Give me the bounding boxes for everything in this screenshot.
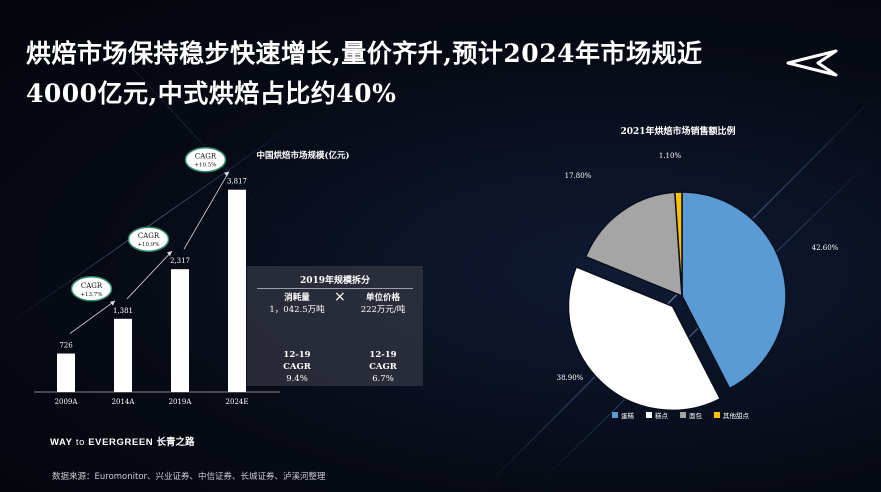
bar-value-label: 2,317 bbox=[170, 257, 190, 265]
breakdown-divider bbox=[257, 288, 413, 289]
pie-value-label: 42.60% bbox=[812, 244, 839, 252]
cagr-bubble-value: +10.5% bbox=[194, 163, 216, 169]
legend-label: 蛋糕 bbox=[621, 411, 635, 420]
pie-slice-其他甜点 bbox=[674, 191, 683, 297]
pie-slice-面包 bbox=[584, 191, 683, 298]
bar-chart: 中国烘焙市场规模(亿元) 726 2009A 1,381 2014A 2,317 2019… bbox=[34, 146, 350, 406]
cagr-bubble-label: CAGR bbox=[81, 282, 103, 290]
source-note: 数据来源：Euromonitor、兴业证券、中信证券、长城证券、泸溪河整理 bbox=[52, 472, 326, 482]
breakdown-panel: 2019年规模拆分 消耗量 1，042.5万吨 × 单位价格 222万元/吨 1… bbox=[247, 266, 423, 386]
cagr-volume-cell: 12-19 CAGR 9.4% bbox=[275, 349, 319, 385]
cagr-price-label: CAGR bbox=[369, 362, 397, 372]
cagr-bubble-value: +10.9% bbox=[137, 242, 159, 248]
bar-2024E bbox=[228, 189, 246, 392]
multiply-operator: × bbox=[334, 289, 346, 305]
bar-category-label: 2019A bbox=[169, 398, 193, 406]
breakdown-heading: 2019年规模拆分 bbox=[299, 276, 371, 286]
cagr-volume-period: 12-19 bbox=[283, 350, 311, 360]
cagr-arrow-head-icon bbox=[224, 171, 229, 177]
bar-value-label: 1,381 bbox=[113, 307, 133, 315]
logo-arrow-icon bbox=[786, 49, 838, 77]
unit-price-cell: 单位价格 222万元/吨 bbox=[351, 292, 415, 316]
legend-swatch bbox=[714, 412, 720, 418]
pie-slice-蛋糕 bbox=[681, 191, 787, 390]
bar-2009A bbox=[57, 353, 75, 392]
cagr-bubble-label: CAGR bbox=[195, 153, 217, 161]
pie-value-label: 1.10% bbox=[659, 152, 682, 160]
cagr-price-value: 6.7% bbox=[372, 374, 394, 384]
bar-value-label: 3,817 bbox=[227, 178, 247, 186]
brand-footer: WAY to EVERGREEN 长青之路 bbox=[50, 434, 195, 448]
slide-title: 烘焙市场保持稳步快速增长,量价齐升,预计2024年市场规近4000亿元,中式烘焙… bbox=[26, 39, 703, 108]
pie-chart: 2021年烘焙市场销售额比例 42.60% 38.90% 17.80% 1.10% 蛋… bbox=[557, 125, 839, 420]
brand-name: EVERGREEN bbox=[88, 437, 154, 448]
legend-swatch bbox=[646, 412, 652, 418]
cagr-price-period: 12-19 bbox=[369, 350, 397, 360]
cagr-volume-label: CAGR bbox=[283, 362, 311, 372]
unit-price-value: 222万元/吨 bbox=[360, 305, 406, 315]
bar-category-label: 2014A bbox=[112, 398, 136, 406]
cagr-price-cell: 12-19 CAGR 6.7% bbox=[361, 349, 405, 385]
cagr-bubble-value: +13.7% bbox=[80, 292, 102, 298]
bar-chart-title: 中国烘焙市场规模(亿元) bbox=[256, 150, 349, 161]
bar-2014A bbox=[114, 318, 132, 392]
brand-cn: 长青之路 bbox=[156, 437, 195, 448]
unit-price-label: 单位价格 bbox=[365, 293, 400, 303]
pie-value-label: 38.90% bbox=[557, 374, 584, 382]
cagr-bubble bbox=[70, 276, 113, 302]
cagr-arrow-head-icon bbox=[167, 251, 172, 257]
bar-2019A bbox=[171, 269, 189, 392]
consumption-cell: 消耗量 1，042.5万吨 bbox=[267, 292, 327, 316]
legend-label: 糕点 bbox=[655, 411, 669, 420]
bar-value-label: 726 bbox=[59, 342, 73, 350]
legend-swatch bbox=[680, 412, 686, 418]
consumption-label: 消耗量 bbox=[284, 293, 310, 303]
cagr-arrow-line bbox=[69, 300, 116, 334]
legend-label: 面包 bbox=[689, 411, 703, 420]
pie-value-label: 17.80% bbox=[565, 172, 592, 180]
cagr-arrow-head-icon bbox=[110, 300, 115, 306]
pie-slice-糕点 bbox=[567, 265, 722, 412]
cagr-bubble-label: CAGR bbox=[138, 232, 160, 240]
legend-label: 其他甜点 bbox=[723, 411, 750, 420]
cagr-arrow-line bbox=[126, 250, 173, 300]
bar-category-label: 2009A bbox=[55, 398, 79, 406]
pie-chart-title: 2021年烘焙市场销售额比例 bbox=[620, 125, 735, 137]
cagr-arrow-line bbox=[183, 171, 230, 250]
cagr-volume-value: 9.4% bbox=[286, 374, 308, 384]
cagr-bubble bbox=[127, 226, 170, 252]
consumption-value: 1，042.5万吨 bbox=[269, 305, 325, 315]
cagr-bubble bbox=[184, 146, 227, 173]
brand-way: WAY bbox=[50, 437, 73, 448]
legend-swatch bbox=[612, 412, 618, 418]
bar-category-label: 2024E bbox=[226, 398, 249, 406]
brand-to: to bbox=[75, 437, 85, 448]
